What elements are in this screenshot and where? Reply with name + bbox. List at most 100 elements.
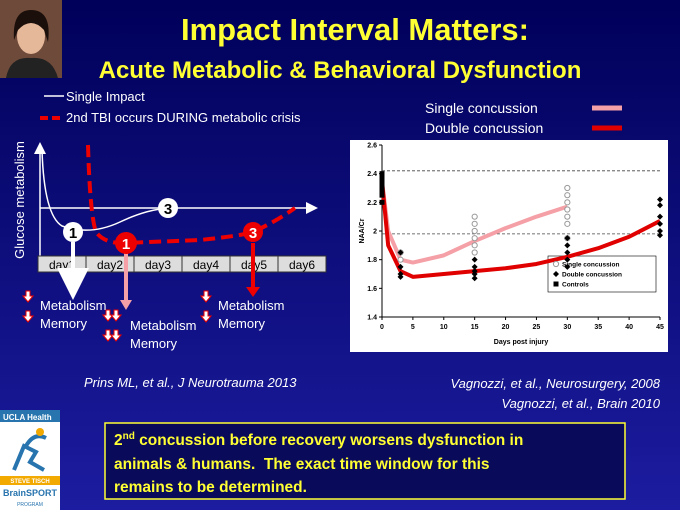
point (471, 263, 478, 270)
point (379, 199, 385, 205)
left-diagram: Single Impact 2nd TBI occurs DURING meta… (12, 89, 327, 390)
point (657, 228, 663, 234)
day-label: day6 (289, 258, 315, 272)
callout-superscript: nd (123, 431, 135, 442)
notes: Metabolism Memory Metabolism Memory Metaboli… (21, 290, 284, 351)
x-tick-label: 40 (625, 324, 633, 331)
day-row: day1day2day3day4day5day6 (37, 255, 327, 273)
point (657, 213, 663, 220)
point (397, 263, 404, 270)
chart: 1.4 1.6 1.8 2 2.2 2.4 2.6 0 5 10 15 20 25 30 35 40 45 Day… (359, 143, 664, 347)
point (564, 199, 571, 206)
x-tick-label: 20 (502, 324, 510, 331)
point (379, 188, 385, 194)
y-tick-label: 2 (373, 229, 377, 236)
callout-line: remains to be determined. (114, 479, 307, 496)
y-tick-label: 1.6 (367, 286, 377, 293)
down-arrow (101, 309, 115, 322)
x-tick-label: 5 (411, 324, 415, 331)
logo-text: STEVE TISCH (10, 479, 49, 485)
legend-label: Single concussion (425, 100, 538, 116)
marker-circle (158, 198, 178, 218)
y-tick-label: 2.6 (367, 143, 377, 150)
point (564, 235, 571, 242)
point (564, 263, 571, 270)
y-axis-label: Glucose metabolism (12, 141, 27, 259)
arrow-head (246, 287, 260, 297)
x-tick-label: 35 (594, 324, 602, 331)
down-arrow (199, 310, 213, 323)
point (657, 232, 663, 239)
marker-label: 1 (69, 225, 77, 242)
x-tick-label: 30 (563, 324, 571, 331)
marker-label: 3 (164, 201, 172, 218)
point (397, 273, 404, 280)
marker-label: 1 (122, 236, 130, 253)
note-label: Metabolism (130, 318, 196, 333)
day-label: day2 (97, 258, 123, 272)
subtitle: Acute Metabolic & Behavioral Dysfunction (99, 57, 582, 84)
note-label: Memory (130, 336, 177, 351)
point (379, 185, 385, 191)
y-tick-label: 2.2 (367, 200, 377, 207)
point (564, 220, 571, 227)
legend-label: Single concussion (562, 262, 619, 269)
logo-text: BrainSPORT (3, 488, 58, 498)
point (564, 242, 571, 249)
citation: Vagnozzi, et al., Brain 2010 (501, 396, 660, 411)
marker-label: 3 (249, 225, 257, 242)
chart-panel (350, 140, 668, 352)
down-arrow (109, 329, 123, 342)
point (564, 249, 571, 256)
point (564, 213, 571, 220)
point (379, 175, 385, 181)
day-label: day3 (145, 258, 171, 272)
legend-swatch (553, 271, 559, 277)
point (564, 206, 571, 213)
point (564, 256, 571, 263)
point (471, 249, 478, 256)
marker-circle (115, 232, 137, 254)
point (379, 182, 385, 188)
callout-text: concussion before recovery worsens dysfu… (135, 432, 523, 449)
x-tick-label: 25 (533, 324, 541, 331)
point (564, 184, 571, 192)
point (471, 256, 478, 263)
x-tick-label: 45 (656, 324, 664, 331)
x-tick-label: 10 (440, 324, 448, 331)
citation: Vagnozzi, et al., Neurosurgery, 2008 (450, 376, 660, 391)
arrow-head (120, 300, 132, 310)
x-tick-label: 0 (380, 324, 384, 331)
legend-label: Double concussion (562, 272, 622, 279)
point (471, 235, 478, 242)
citation: Prins ML, et al., J Neurotrauma 2013 (84, 375, 297, 390)
y-tick-label: 2.4 (367, 171, 377, 178)
day-box (277, 255, 327, 273)
down-arrow (21, 290, 35, 303)
x-axis-label: Days post injury (494, 339, 549, 346)
point (564, 192, 571, 199)
series-line (380, 180, 568, 265)
single-impact-curve (41, 149, 169, 231)
logo-text: PROGRAM (17, 502, 43, 508)
inner-legend-box (547, 255, 657, 293)
down-arrow (101, 329, 115, 342)
point (657, 196, 663, 203)
day-label: day4 (193, 258, 219, 272)
point (657, 220, 663, 227)
legend-label: 2nd TBI occurs DURING metabolic crisis (66, 110, 301, 125)
title: Impact Interval Matters: (181, 12, 529, 47)
logo: UCLA Health STEVE TISCH BrainSPORT PROGR… (0, 410, 60, 510)
point (397, 249, 404, 256)
y-tick-label: 1.8 (367, 257, 377, 264)
point (379, 178, 385, 184)
point (471, 227, 478, 235)
point (471, 220, 478, 227)
marker-circle (63, 222, 83, 242)
point (379, 192, 385, 198)
point (657, 202, 663, 209)
x-tick-label: 15 (471, 324, 479, 331)
note-label: Metabolism (218, 298, 284, 313)
legend-label: Single Impact (66, 89, 145, 104)
